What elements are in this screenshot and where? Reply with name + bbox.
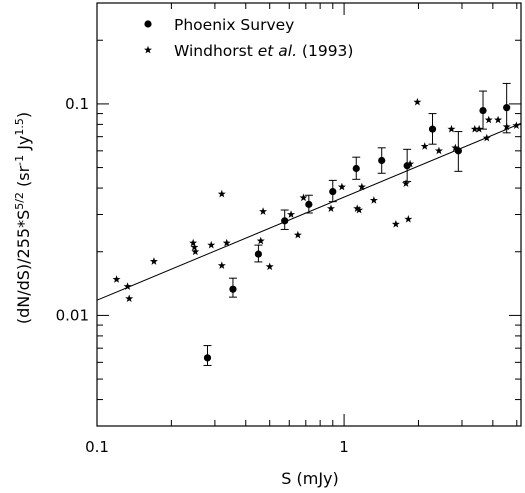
star-point: [265, 262, 274, 271]
star-point: [326, 204, 335, 212]
legend: Phoenix Survey Windhorst et al. (1993): [144, 16, 353, 60]
star-point: [149, 257, 158, 265]
phoenix-point: [281, 217, 289, 225]
star-point: [217, 189, 226, 198]
y-tick-label: 0.01: [56, 306, 89, 324]
phoenix-point: [305, 200, 313, 208]
legend-label-windhorst: Windhorst et al. (1993): [174, 42, 353, 60]
star-point: [401, 179, 410, 187]
x-tick-label: 1: [339, 438, 349, 456]
star-point: [125, 294, 134, 303]
phoenix-point: [503, 104, 511, 112]
star-point: [287, 210, 296, 218]
star-point: [123, 282, 132, 290]
star-point: [484, 115, 493, 124]
phoenix-series: [203, 82, 511, 366]
star-point: [293, 230, 302, 239]
phoenix-point: [378, 156, 386, 165]
legend-label-phoenix: Phoenix Survey: [174, 16, 294, 34]
y-axis-title: (dN/dS)/255*S5/2 (sr-1 Jy1.5): [13, 112, 33, 324]
star-point: [451, 143, 460, 152]
star-point: [222, 238, 231, 247]
star-point: [447, 124, 456, 133]
star-point: [357, 182, 366, 191]
legend-marker-windhorst: [144, 45, 152, 54]
windhorst-series: [112, 97, 521, 303]
star-point: [217, 261, 226, 269]
star-point: [512, 121, 521, 129]
phoenix-point: [329, 187, 337, 196]
phoenix-point: [352, 164, 360, 173]
phoenix-point: [403, 162, 411, 170]
legend-marker-phoenix: [144, 20, 152, 28]
star-point: [420, 142, 429, 150]
star-point: [494, 115, 503, 124]
phoenix-point: [479, 106, 487, 115]
star-point: [434, 146, 443, 155]
phoenix-point: [454, 147, 462, 155]
legend-star-shape: [144, 45, 152, 54]
star-point: [256, 236, 265, 245]
star-point: [299, 193, 308, 202]
star-point: [404, 215, 413, 223]
star-point: [391, 219, 400, 228]
tick-labels: 0.1 1 0.01 0.1: [56, 95, 349, 456]
axis-ticks: [96, 3, 521, 427]
star-point: [259, 207, 268, 215]
phoenix-point: [203, 354, 212, 362]
x-tick-label: 0.1: [85, 438, 109, 456]
star-point: [189, 238, 198, 247]
y-tick-label: 0.1: [65, 95, 89, 113]
star-point: [406, 159, 415, 168]
star-point: [413, 97, 422, 106]
x-axis-title: S (mJy): [281, 469, 339, 488]
star-point: [337, 182, 346, 191]
phoenix-point: [428, 125, 437, 133]
plot-frame: [96, 2, 522, 427]
star-point: [355, 205, 364, 214]
star-point: [470, 124, 479, 133]
star-point: [190, 243, 199, 251]
star-point: [207, 240, 216, 249]
star-point: [369, 196, 378, 204]
star-point: [353, 204, 362, 212]
phoenix-point: [229, 285, 237, 293]
star-point: [191, 247, 200, 256]
phoenix-point: [254, 250, 262, 258]
star-point: [482, 133, 491, 142]
star-point: [112, 275, 121, 283]
